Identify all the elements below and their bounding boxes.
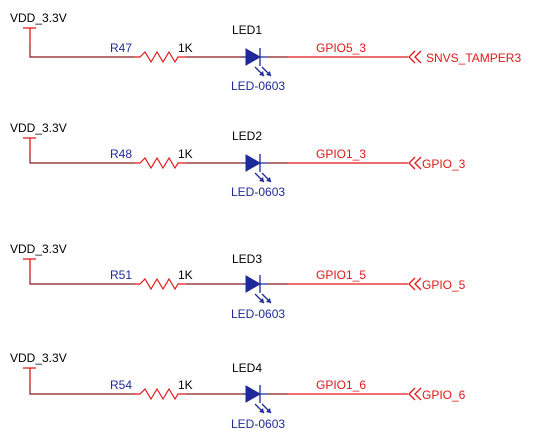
led-circuit-3: VDD_3.3V R51 1K LED3 LED-0603 GPIO1_5 GP… [10,242,466,321]
resistor-ref: R48 [110,147,132,161]
led-circuit-1: VDD_3.3V R47 1K LED1 LED-0603 GPIO5_3 SN… [10,11,521,93]
resistor-value: 1K [178,41,193,55]
led-ref: LED1 [232,23,262,37]
supply-label: VDD_3.3V [10,121,67,135]
net-wire [29,44,135,58]
led-package: LED-0603 [231,79,285,93]
net-label: GPIO1_5 [316,268,366,282]
led-arrowheads [259,71,271,76]
resistor-symbol [135,277,186,291]
led-cathode-bar [259,275,268,293]
led-diode-symbol [245,48,262,66]
net-wire [29,384,135,395]
led-circuit-2: VDD_3.3V R48 1K LED2 LED-0603 GPIO1_3 GP… [10,121,466,199]
led-arrowheads [259,298,271,303]
port-label: GPIO_3 [422,157,466,171]
led-arrowheads [259,408,271,413]
net-wire [29,154,135,164]
supply-symbol [23,27,36,44]
port-connector-icon [408,50,422,64]
led-ref: LED2 [232,129,262,143]
led-arrowheads [259,177,271,182]
resistor-ref: R47 [110,41,132,55]
led-diode-symbol [245,385,262,403]
led-cathode-bar [259,48,268,66]
resistor-value: 1K [178,268,193,282]
led-diode-symbol [245,154,262,172]
port-connector-icon [408,277,422,291]
port-label: GPIO_6 [422,388,466,402]
supply-symbol [23,137,36,154]
led-circuit-4: VDD_3.3V R54 1K LED4 LED-0603 GPIO1_6 GP… [10,351,466,431]
led-package: LED-0603 [231,417,285,431]
supply-label: VDD_3.3V [10,351,67,365]
net-label: GPIO1_6 [316,378,366,392]
resistor-symbol [135,50,186,64]
led-ref: LED3 [232,252,262,266]
net-label: GPIO1_3 [316,147,366,161]
led-package: LED-0603 [231,307,285,321]
port-connector-icon [408,156,422,170]
supply-symbol [23,367,36,384]
resistor-value: 1K [178,378,193,392]
resistor-symbol [135,156,186,170]
supply-symbol [23,258,36,275]
resistor-symbol [135,387,186,401]
net-wire [29,275,135,285]
port-connector-icon [408,387,422,401]
resistor-ref: R51 [110,268,132,282]
resistor-ref: R54 [110,378,132,392]
supply-label: VDD_3.3V [10,242,67,256]
led-diode-symbol [245,275,262,293]
led-cathode-bar [259,154,268,172]
port-label: GPIO_5 [422,278,466,292]
net-label: GPIO5_3 [316,41,366,55]
supply-label: VDD_3.3V [10,11,67,25]
resistor-value: 1K [178,147,193,161]
led-cathode-bar [259,385,268,403]
port-label: SNVS_TAMPER3 [426,51,521,65]
led-package: LED-0603 [231,185,285,199]
led-ref: LED4 [232,361,262,375]
